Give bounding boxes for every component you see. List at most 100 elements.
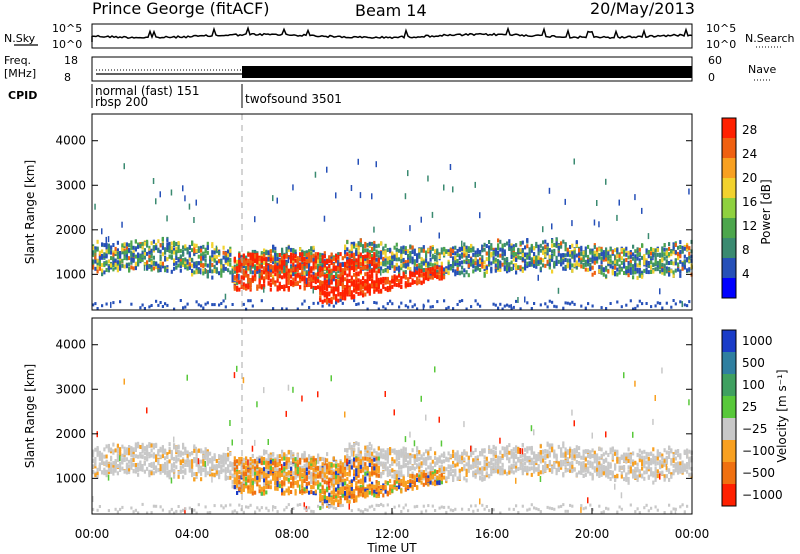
data-cell — [391, 254, 394, 259]
data-cell — [292, 250, 295, 255]
data-cell — [110, 301, 112, 308]
data-cell — [173, 443, 176, 448]
y-tick-label: 1000 — [55, 267, 86, 281]
data-cell — [272, 505, 274, 512]
data-cell — [123, 163, 125, 170]
data-cell — [366, 271, 369, 276]
data-cell — [143, 447, 146, 452]
data-cell — [283, 274, 286, 279]
data-cell — [177, 457, 180, 462]
data-cell — [296, 259, 299, 264]
data-cell — [134, 261, 137, 266]
data-cell — [407, 283, 410, 288]
data-cell — [602, 272, 605, 277]
data-cell — [674, 261, 677, 266]
data-cell — [193, 251, 196, 256]
data-cell — [337, 285, 340, 290]
data-cell — [260, 461, 263, 466]
data-cell — [161, 264, 164, 269]
data-cell — [350, 185, 353, 191]
data-cell — [269, 259, 272, 264]
data-cell — [384, 279, 387, 284]
data-cell — [299, 503, 302, 507]
data-cell — [551, 249, 554, 254]
data-cell — [281, 265, 284, 270]
data-cell — [454, 269, 457, 274]
data-cell — [440, 265, 443, 270]
data-cell — [254, 250, 257, 255]
data-cell — [132, 447, 135, 452]
data-cell — [290, 255, 293, 260]
data-cell — [278, 264, 281, 269]
data-cell — [242, 268, 245, 273]
data-cell — [503, 249, 506, 254]
data-cell — [137, 511, 140, 515]
data-cell — [485, 257, 488, 262]
data-cell — [238, 268, 241, 273]
data-cell — [551, 269, 554, 274]
data-cell — [184, 459, 187, 464]
data-cell — [386, 302, 389, 306]
data-cell — [377, 277, 380, 282]
data-cell — [407, 249, 410, 254]
data-cell — [184, 264, 187, 268]
data-cell — [152, 178, 155, 184]
data-cell — [274, 472, 277, 477]
data-cell — [177, 258, 180, 263]
data-cell — [299, 247, 302, 252]
data-cell — [344, 287, 347, 292]
data-cell — [560, 244, 563, 249]
data-cell — [166, 242, 169, 247]
data-cell — [292, 484, 295, 489]
data-cell — [148, 469, 151, 474]
data-cell — [301, 256, 304, 261]
data-cell — [173, 461, 176, 466]
data-cell — [103, 461, 106, 466]
data-cell — [161, 449, 164, 454]
data-cell — [236, 491, 239, 495]
data-cell — [598, 247, 601, 252]
data-cell — [479, 252, 482, 257]
data-cell — [674, 258, 677, 263]
data-cell — [191, 451, 194, 456]
data-cell — [609, 254, 612, 259]
data-cell — [517, 265, 520, 270]
data-cell — [173, 468, 176, 473]
data-cell — [539, 303, 542, 307]
data-cell — [130, 506, 133, 510]
data-cell — [562, 266, 565, 271]
data-cell — [524, 266, 527, 271]
data-cell — [353, 285, 356, 290]
data-cell — [146, 444, 149, 449]
date-title: 20/May/2013 — [590, 0, 695, 18]
data-cell — [278, 274, 281, 279]
data-cell — [184, 451, 187, 456]
data-cell — [506, 257, 509, 261]
data-cell — [247, 459, 249, 466]
data-cell — [301, 472, 304, 477]
data-cell — [98, 505, 101, 508]
data-cell — [175, 445, 178, 450]
data-cell — [276, 287, 279, 292]
data-cell — [407, 262, 410, 267]
data-cell — [645, 270, 648, 274]
data-cell — [269, 480, 272, 485]
data-cell — [623, 249, 626, 254]
data-cell — [688, 258, 691, 263]
data-cell — [375, 244, 378, 249]
data-cell — [494, 268, 497, 273]
data-cell — [512, 257, 515, 262]
data-cell — [119, 260, 122, 265]
data-cell — [483, 265, 486, 270]
data-cell — [323, 281, 326, 286]
data-cell — [130, 449, 133, 453]
data-cell — [398, 265, 400, 272]
data-cell — [209, 258, 212, 263]
data-cell — [184, 470, 187, 475]
data-cell — [123, 446, 126, 451]
data-cell — [611, 250, 614, 254]
data-cell — [386, 276, 389, 281]
data-cell — [411, 256, 414, 261]
data-cell — [283, 467, 286, 472]
data-cell — [245, 468, 248, 473]
